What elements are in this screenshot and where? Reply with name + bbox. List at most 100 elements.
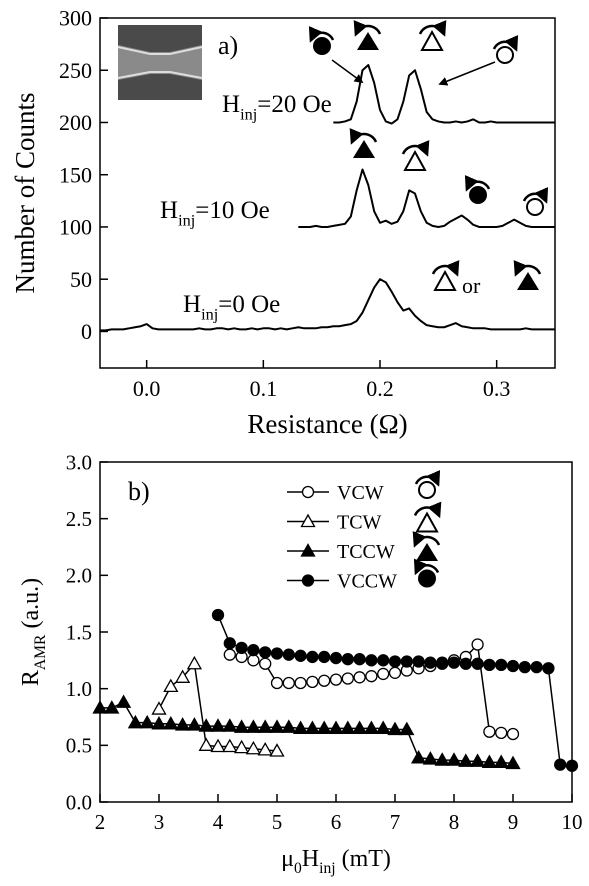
data-point <box>247 654 260 667</box>
series-line <box>333 64 555 125</box>
text-part: H <box>183 291 201 318</box>
legend-marker <box>300 513 316 528</box>
x-tick-label: 3 <box>154 810 165 834</box>
data-point <box>483 725 496 738</box>
data-point <box>424 656 437 669</box>
data-point <box>318 650 331 664</box>
series-label: Hinj=10 Oe <box>160 197 270 230</box>
inset-image <box>117 25 203 100</box>
data-point <box>306 650 319 664</box>
data-point <box>245 740 262 755</box>
y-tick-label: 50 <box>70 267 92 292</box>
y-tick-label: 0.5 <box>66 734 92 758</box>
data-point <box>259 657 272 670</box>
series-label: Hinj=20 Oe <box>222 91 332 124</box>
annotation: b) <box>128 477 150 506</box>
data-point <box>329 651 343 665</box>
data-point <box>186 655 203 670</box>
legend-label: TCW <box>337 512 382 534</box>
data-point <box>245 719 262 733</box>
subscript: inj <box>319 860 335 877</box>
data-point <box>163 678 179 693</box>
data-point <box>377 654 390 667</box>
data-point <box>412 655 425 668</box>
x-tick-label: 0.2 <box>366 376 394 401</box>
data-point <box>399 721 415 736</box>
legend-icon <box>415 508 439 532</box>
x-tick-label: 10 <box>562 810 583 834</box>
data-point <box>506 727 520 741</box>
text-part: H <box>160 197 178 224</box>
text-part: =0 Oe <box>218 291 280 318</box>
x-tick-label: 2 <box>95 810 106 834</box>
data-point <box>481 754 498 768</box>
data-point <box>329 673 343 686</box>
data-point <box>542 662 555 675</box>
y-tick-label: 2.0 <box>66 564 92 588</box>
series-label: Hinj=0 Oe <box>183 291 280 324</box>
data-point <box>174 669 191 683</box>
data-point <box>387 721 403 736</box>
x-tick-label: 4 <box>213 810 224 834</box>
y-axis-label: RAMR (a.u.) <box>18 578 49 686</box>
text-part: H <box>302 846 319 872</box>
plot-frame <box>99 461 573 803</box>
data-point <box>186 717 203 731</box>
subscript: inj <box>201 306 218 324</box>
data-point <box>306 675 319 689</box>
data-point <box>434 752 450 766</box>
annotation: a) <box>218 31 238 60</box>
y-tick-label: 250 <box>59 58 92 83</box>
data-point <box>294 676 307 690</box>
y-tick-label: 0.0 <box>66 790 92 814</box>
legend-icon <box>416 565 438 587</box>
data-point <box>458 753 474 767</box>
data-point <box>365 670 378 683</box>
legend-label: VCCW <box>337 571 397 593</box>
y-tick-label: 150 <box>59 162 92 187</box>
subscript: inj <box>178 212 195 230</box>
data-point <box>495 726 508 740</box>
data-point <box>351 720 368 734</box>
data-point <box>257 742 273 756</box>
legend-label: TCCW <box>337 541 395 563</box>
data-point <box>471 638 484 651</box>
data-point <box>388 655 402 668</box>
plot-frame <box>99 17 556 369</box>
data-point <box>151 715 167 730</box>
text-part: (mT) <box>336 846 391 872</box>
data-point <box>422 751 439 765</box>
data-point <box>270 647 284 660</box>
data-point <box>115 694 132 708</box>
data-point <box>341 653 354 666</box>
x-tick-label: 0.0 <box>133 376 161 401</box>
data-point <box>270 676 284 690</box>
series-line <box>158 662 278 752</box>
subscript: AMR <box>32 634 49 670</box>
legend-marker <box>301 485 315 499</box>
data-point <box>447 656 461 669</box>
data-point <box>483 658 496 672</box>
data-point <box>282 676 295 690</box>
data-point <box>554 758 567 771</box>
data-point <box>198 718 214 732</box>
data-point <box>388 666 402 679</box>
data-point <box>363 720 380 734</box>
data-point <box>281 719 297 733</box>
data-point <box>410 749 427 764</box>
data-point <box>211 608 225 622</box>
state-icons <box>311 26 546 290</box>
data-point <box>174 717 191 731</box>
data-point <box>518 660 531 674</box>
data-point <box>222 738 238 753</box>
data-point <box>375 720 391 734</box>
data-point <box>223 648 236 661</box>
data-point <box>377 667 390 681</box>
legend-label: VCW <box>337 482 384 504</box>
data-point <box>353 653 366 666</box>
data-point <box>247 643 260 657</box>
data-point <box>127 714 144 729</box>
data-point <box>471 657 484 670</box>
